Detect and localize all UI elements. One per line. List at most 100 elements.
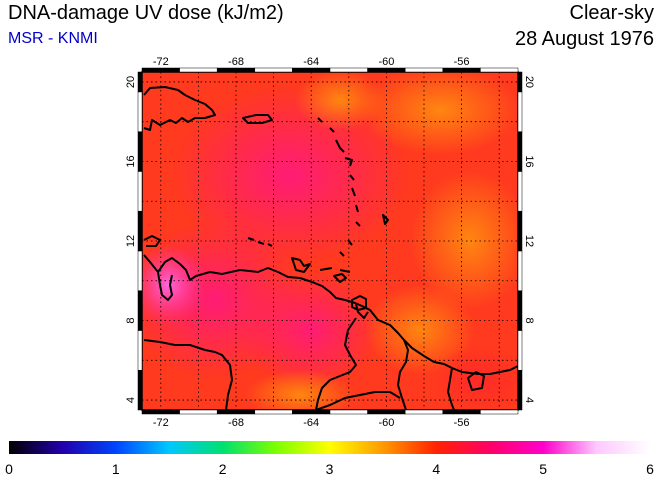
frame-segment-left <box>137 210 143 252</box>
frame-segment-right <box>517 210 523 252</box>
coast-trinidad <box>351 295 367 311</box>
frame-segment-bottom <box>141 409 180 415</box>
frame-segment-top <box>329 67 368 73</box>
frame-segment-top <box>141 67 180 73</box>
coast-orinoco-delta <box>355 303 369 319</box>
field-high-north <box>170 85 410 265</box>
field-low-e <box>410 170 518 310</box>
frame-segment-left <box>137 91 143 132</box>
colorbar-label: 4 <box>432 461 440 477</box>
colorbar-gradient <box>9 441 650 454</box>
lat-tick-label: 12 <box>523 235 535 247</box>
frame-segment-top <box>254 67 293 73</box>
coast-puerto-rico <box>242 114 273 124</box>
colorbar-label: 1 <box>112 461 120 477</box>
lat-tick-label: 16 <box>125 155 137 167</box>
coast-lake <box>467 371 485 391</box>
colorbar-label: 5 <box>539 461 547 477</box>
frame-segment-left <box>137 290 143 331</box>
frame-segment-right <box>517 171 523 212</box>
lat-tick-label: 12 <box>125 235 137 247</box>
frame-segment-right <box>517 250 523 291</box>
frame-segment-left <box>137 131 143 172</box>
frame-segment-top <box>480 67 519 73</box>
frame-segment-left <box>137 330 143 371</box>
frame-segment-bottom <box>367 409 406 415</box>
frame-segment-right <box>517 71 523 93</box>
lon-tick-label: -56 <box>454 417 470 429</box>
lat-tick-label: 8 <box>125 317 137 323</box>
frame-segment-bottom <box>179 409 218 415</box>
frame-segment-right <box>517 330 523 371</box>
sky-condition-label: Clear-sky <box>569 2 654 24</box>
frame-segment-right <box>517 131 523 172</box>
lat-tick-labels-left: 4 8 12 16 20 <box>125 76 137 403</box>
field-low-ne <box>360 72 518 155</box>
lon-tick-labels-top: -72 -68 -64 -60 -56 <box>153 56 470 68</box>
frame-segment-right <box>517 91 523 132</box>
uv-dose-field <box>142 72 518 410</box>
frame-segment-top <box>292 67 331 73</box>
border-brazil-south <box>315 391 401 410</box>
frame-segment-bottom <box>329 409 368 415</box>
border-venezuela-colombia <box>143 339 233 410</box>
lat-tick-label: 4 <box>523 397 535 403</box>
lon-tick-label: -64 <box>303 56 319 68</box>
coast-hispaniola <box>143 86 216 131</box>
colorbar-labels: 0 1 2 3 4 5 6 <box>5 461 654 477</box>
frame-segment-top <box>216 67 256 73</box>
field-peak-pink <box>142 245 206 325</box>
lat-tick-label: 4 <box>125 397 137 403</box>
frame-segment-right <box>517 369 523 411</box>
border-suriname-fguiana <box>447 367 455 410</box>
frame-segment-top <box>442 67 481 73</box>
frame-segment-top <box>367 67 406 73</box>
frame-segment-left <box>137 171 143 212</box>
field-low-se <box>365 285 475 375</box>
frame-segment-top <box>179 67 218 73</box>
lon-tick-label: -56 <box>454 56 470 68</box>
map-title: DNA-damage UV dose (kJ/m2) <box>8 2 284 24</box>
frame-segment-bottom <box>216 409 256 415</box>
lon-tick-label: -60 <box>378 56 394 68</box>
coast-gulf-venezuela <box>157 271 173 301</box>
lon-tick-label: -72 <box>153 417 169 429</box>
lon-tick-label: -68 <box>228 417 244 429</box>
lon-tick-label: -72 <box>153 56 169 68</box>
frame-segment-top <box>404 67 444 73</box>
colorbar-label: 3 <box>326 461 334 477</box>
frame-segment-bottom <box>442 409 481 415</box>
frame-segment-bottom <box>292 409 331 415</box>
coast-isla-margarita <box>333 273 347 283</box>
frame-segment-left <box>137 369 143 411</box>
lon-tick-labels-bottom: -72 -68 -64 -60 -56 <box>153 417 470 429</box>
field-low-n <box>295 72 385 130</box>
frame-segment-bottom <box>404 409 444 415</box>
coast-islands-lesser <box>317 117 389 257</box>
coast-abc-islands <box>247 237 351 273</box>
coast-jamaica-west <box>143 235 161 247</box>
lat-tick-label: 20 <box>125 76 137 88</box>
lon-tick-label: -68 <box>228 56 244 68</box>
lon-tick-label: -64 <box>303 417 319 429</box>
coast-venezuela-north <box>143 254 518 375</box>
lat-tick-label: 8 <box>523 317 535 323</box>
coastlines <box>143 86 518 410</box>
border-guyana-suriname <box>397 339 409 410</box>
frame-segment-left <box>137 250 143 291</box>
frame-segment-bottom <box>254 409 293 415</box>
frame-segment-left <box>137 71 143 93</box>
credit-label: MSR - KNMI <box>8 30 98 47</box>
colorbar-label: 6 <box>646 461 654 477</box>
map-frame-ticks <box>137 67 523 415</box>
lon-tick-label: -60 <box>378 417 394 429</box>
colorbar-label: 0 <box>5 461 13 477</box>
lat-tick-labels-right: 4 8 12 16 20 <box>523 76 535 403</box>
field-red-east <box>430 345 518 410</box>
date-label: 28 August 1976 <box>514 28 654 50</box>
border-venezuela-guyana <box>315 317 357 410</box>
lat-tick-label: 16 <box>523 155 535 167</box>
frame-segment-bottom <box>480 409 519 415</box>
lat-tick-label: 20 <box>523 76 535 88</box>
